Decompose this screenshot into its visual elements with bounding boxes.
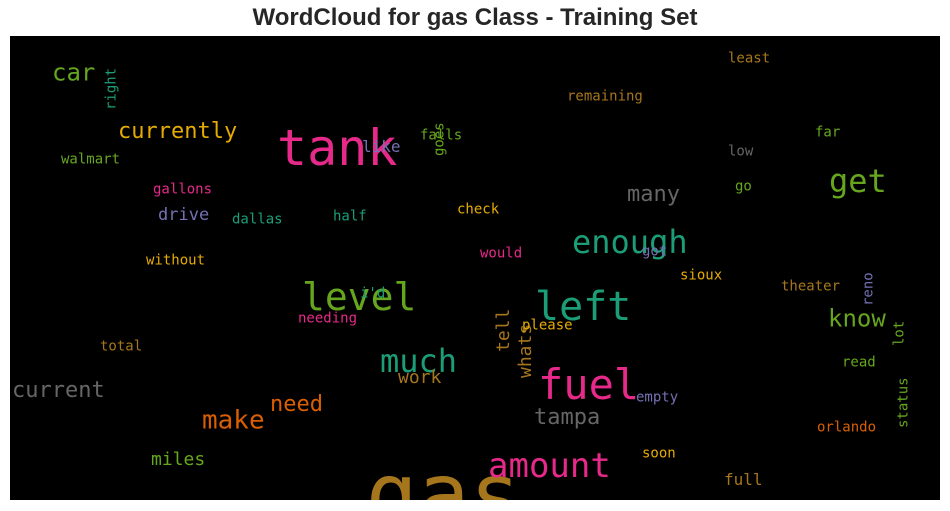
word-need: need	[270, 392, 323, 417]
word-lot: lot	[892, 321, 908, 346]
word-least: least	[728, 51, 770, 67]
word-without: without	[146, 253, 205, 269]
word-know: know	[828, 305, 886, 333]
word-walmart: walmart	[61, 152, 120, 168]
word-sioux: sioux	[680, 268, 722, 284]
word-tampa: tampa	[534, 405, 600, 430]
word-theater: theater	[781, 279, 840, 295]
chart-title: WordCloud for gas Class - Training Set	[0, 4, 950, 32]
word-goes: goes	[432, 122, 448, 156]
word-please: please	[522, 318, 573, 334]
word-full: full	[724, 470, 763, 489]
word-enough: enough	[572, 223, 688, 261]
word-i-d: i'd	[360, 286, 385, 302]
word-many: many	[627, 182, 680, 207]
word-would: would	[480, 246, 522, 262]
word-status: status	[896, 377, 912, 428]
word-like: like	[362, 137, 401, 156]
word-work: work	[398, 367, 442, 388]
word-got: got	[642, 244, 667, 260]
word-currently: currently	[118, 119, 237, 144]
word-reno: reno	[861, 272, 877, 306]
word-orlando: orlando	[817, 420, 876, 436]
word-right: right	[104, 68, 120, 110]
wordcloud-canvas: gastankfuelleftlevelamountmuchenoughgetm…	[10, 36, 940, 500]
word-check: check	[457, 202, 500, 218]
word-amount: amount	[488, 446, 611, 486]
word-total: total	[100, 339, 142, 355]
word-needing: needing	[298, 311, 357, 327]
word-low: low	[728, 144, 754, 160]
word-go: go	[735, 179, 752, 195]
word-dallas: dallas	[232, 212, 283, 228]
word-tell: tell	[493, 309, 514, 352]
word-drive: drive	[158, 205, 209, 225]
word-read: read	[842, 355, 876, 371]
word-fuel: fuel	[538, 360, 639, 409]
word-far: far	[815, 125, 840, 141]
word-half: half	[333, 209, 367, 225]
word-empty: empty	[636, 390, 678, 406]
word-gallons: gallons	[153, 182, 212, 198]
word-current: current	[12, 378, 105, 403]
word-remaining: remaining	[567, 89, 643, 105]
word-get: get	[829, 162, 887, 200]
word-make: make	[202, 405, 265, 435]
word-soon: soon	[642, 446, 676, 462]
word-miles: miles	[151, 449, 205, 470]
word-car: car	[52, 59, 95, 87]
